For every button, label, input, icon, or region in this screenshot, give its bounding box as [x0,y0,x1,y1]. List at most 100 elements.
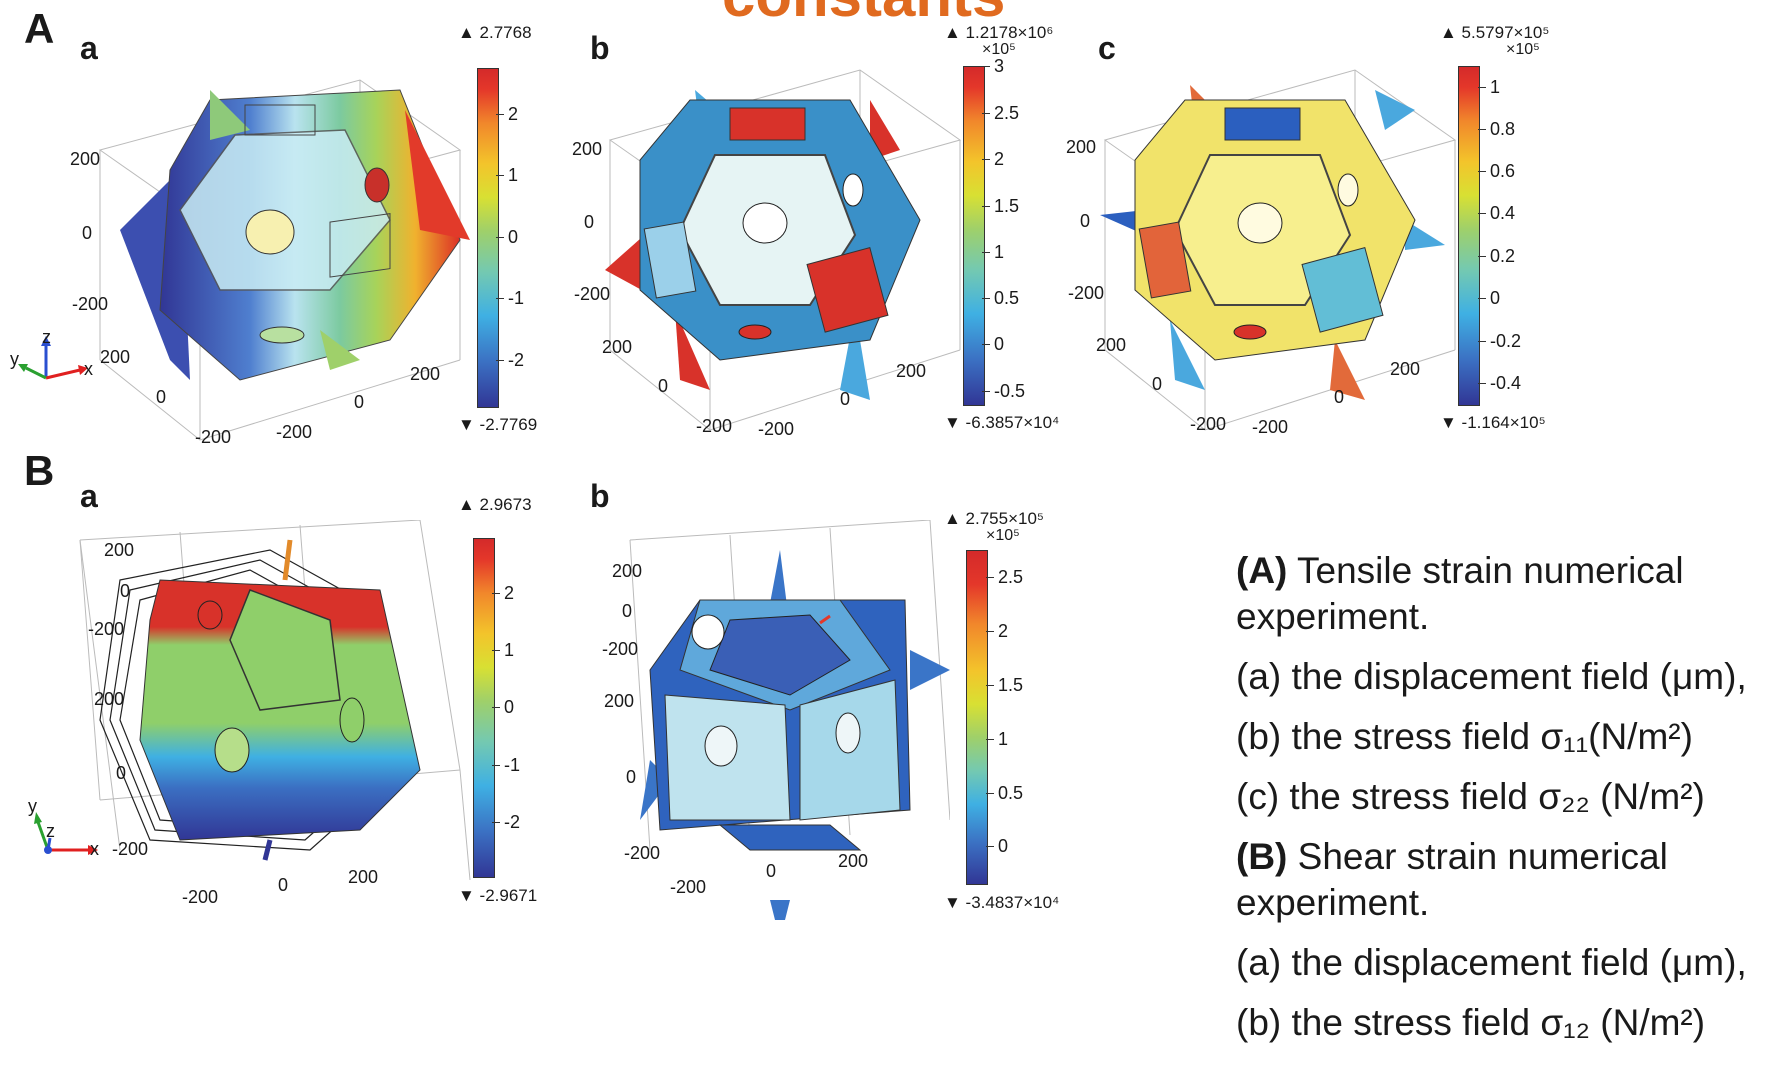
axis-tick: -200 [696,416,733,436]
axis-tick: 0 [584,212,595,232]
colorbar [963,66,985,406]
colorbar-tick: -0.5 [981,381,1026,401]
axis-x-label: x [84,359,93,379]
axis-tick: 0 [1080,211,1091,231]
colorbar-min-label: ▼ -3.4837×10⁴ [944,893,1060,912]
colorbar-max-label: ▲ 2.9673 [458,495,532,514]
caption-b-a: (a) the displacement field (μm), [1236,942,1747,983]
colorbar-tick: 2 [981,149,1005,169]
axis-tick: -200 [195,427,232,447]
colorbar-tick: 0 [491,697,515,717]
axis-tick: 200 [838,851,869,871]
axis-tick: 0 [840,389,851,409]
axis-tick: -200 [1252,417,1289,437]
colorbar-max-label: ▲ 5.5797×10⁵ [1440,23,1550,42]
colorbar-tick: 1 [495,165,519,185]
axis-tick: 0 [354,392,365,412]
colorbar-max-label: ▲ 1.2178×10⁶ [944,23,1054,42]
axis-tick: 200 [612,561,643,581]
axis-tick: 200 [1390,359,1421,379]
colorbar [477,68,499,408]
axis-tick: 200 [410,364,441,384]
axis-y-label: y [28,796,37,816]
caption-b-heading: (B) Shear strain numerical experiment. [1236,836,1668,923]
colorbar-tick: 3 [981,56,1005,76]
colorbar-tick: 1.5 [985,675,1024,695]
axis-tick: -200 [602,639,639,659]
panel-bb-label: b [590,478,610,514]
axis-tick: 200 [94,689,125,709]
panel-bb-plot [590,520,950,920]
colorbar-tick: 2.5 [985,567,1024,587]
colorbar-tick: 0 [495,227,519,247]
caption-b-b: (b) the stress field σ₁₂ (N/m²) [1236,1002,1706,1043]
colorbar-tick: 0 [981,334,1005,354]
axis-tick: 200 [896,361,927,381]
colorbar-tick: 0 [985,836,1009,856]
colorbar-tick: 0.5 [981,288,1020,308]
colorbar-tick: 2 [985,621,1009,641]
axis-tick: -200 [88,619,125,639]
axis-tick: 0 [626,767,637,787]
colorbar-min-label: ▼ -6.3857×10⁴ [944,413,1060,432]
colorbar [473,538,495,878]
colorbar-scale: ×10⁵ [982,41,1016,58]
axis-tick: -200 [624,843,661,863]
axis-tick: -200 [758,419,795,439]
colorbar-tick: 1 [985,729,1009,749]
axis-tick: 0 [766,861,777,881]
panel-ba-plot [60,520,480,910]
colorbar-min-label: ▼ -2.9671 [458,886,538,905]
colorbar-tick: -2 [495,350,525,370]
colorbar-tick: 2 [495,104,519,124]
colorbar-tick: 0.4 [1477,203,1516,223]
colorbar-tick: -2 [491,812,521,832]
axis-tick: 200 [1096,335,1127,355]
colorbar-scale: ×10⁵ [1506,41,1540,58]
colorbar-tick: -1 [491,755,521,775]
axis-tick: 200 [100,347,131,367]
colorbar-tick: 0.5 [985,783,1024,803]
colorbar-tick: 2 [491,583,515,603]
colorbar-tick: -0.2 [1477,331,1522,351]
axis-tick: -200 [276,422,313,442]
axis-tick: 0 [622,601,633,621]
axis-y-label: y [10,349,19,369]
axis-tick: 0 [1334,387,1345,407]
colorbar-tick: -1 [495,288,525,308]
colorbar-tick: -0.4 [1477,373,1522,393]
colorbar-scale: ×10⁵ [986,527,1020,544]
colorbar-max-label: ▲ 2.7768 [458,23,532,42]
panel-aa-label: a [80,30,98,66]
axis-tick: 200 [70,149,101,169]
colorbar-tick: 1 [491,640,515,660]
panel-ab-label: b [590,30,610,66]
axis-tick: 0 [116,763,127,783]
axis-z-label: z [46,821,55,841]
caption-a-c: (c) the stress field σ₂₂ (N/m²) [1236,776,1705,817]
axis-tick: 0 [82,223,93,243]
colorbar-tick: 0.6 [1477,161,1516,181]
colorbar [966,550,988,885]
colorbar-min-label: ▼ -2.7769 [458,415,538,434]
colorbar-tick: 1 [981,242,1005,262]
section-a-label: A [24,5,55,52]
axis-tick: 0 [278,875,289,895]
axis-tick: -200 [574,284,611,304]
colorbar-max-label: ▲ 2.755×10⁵ [944,509,1044,528]
axis-tick: 200 [1066,137,1097,157]
colorbar-min-label: ▼ -1.164×10⁵ [1440,413,1546,432]
axis-tick: 200 [572,139,603,159]
figure-caption: (A) Tensile strain numerical experiment.… [1236,548,1788,1060]
panel-ba-label: a [80,478,98,514]
axis-z-label: z [42,327,51,347]
axis-tick: 200 [348,867,379,887]
axis-tick: 0 [658,376,669,396]
colorbar [1458,66,1480,406]
figure-title-fragment: constants [722,0,1005,26]
axis-tick: 200 [104,540,135,560]
caption-a-b: (b) the stress field σ₁₁(N/m²) [1236,716,1693,757]
axis-x-label: x [90,839,99,859]
axis-tick: -200 [1190,414,1227,434]
caption-a-a: (a) the displacement field (μm), [1236,656,1747,697]
